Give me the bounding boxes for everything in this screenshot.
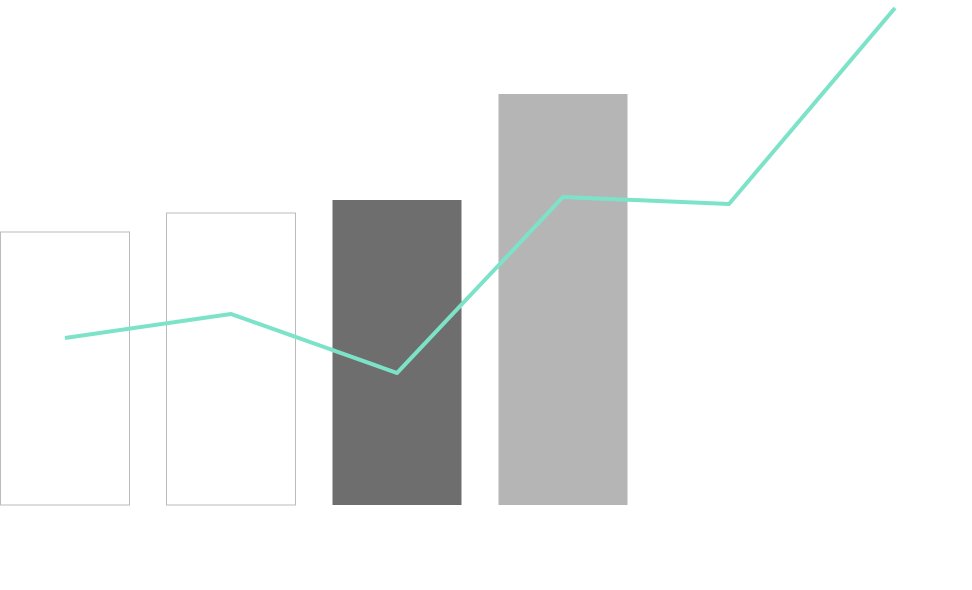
bar xyxy=(498,94,628,505)
bar xyxy=(332,200,462,505)
bar xyxy=(166,212,296,506)
line xyxy=(64,6,897,375)
bar xyxy=(0,231,130,506)
